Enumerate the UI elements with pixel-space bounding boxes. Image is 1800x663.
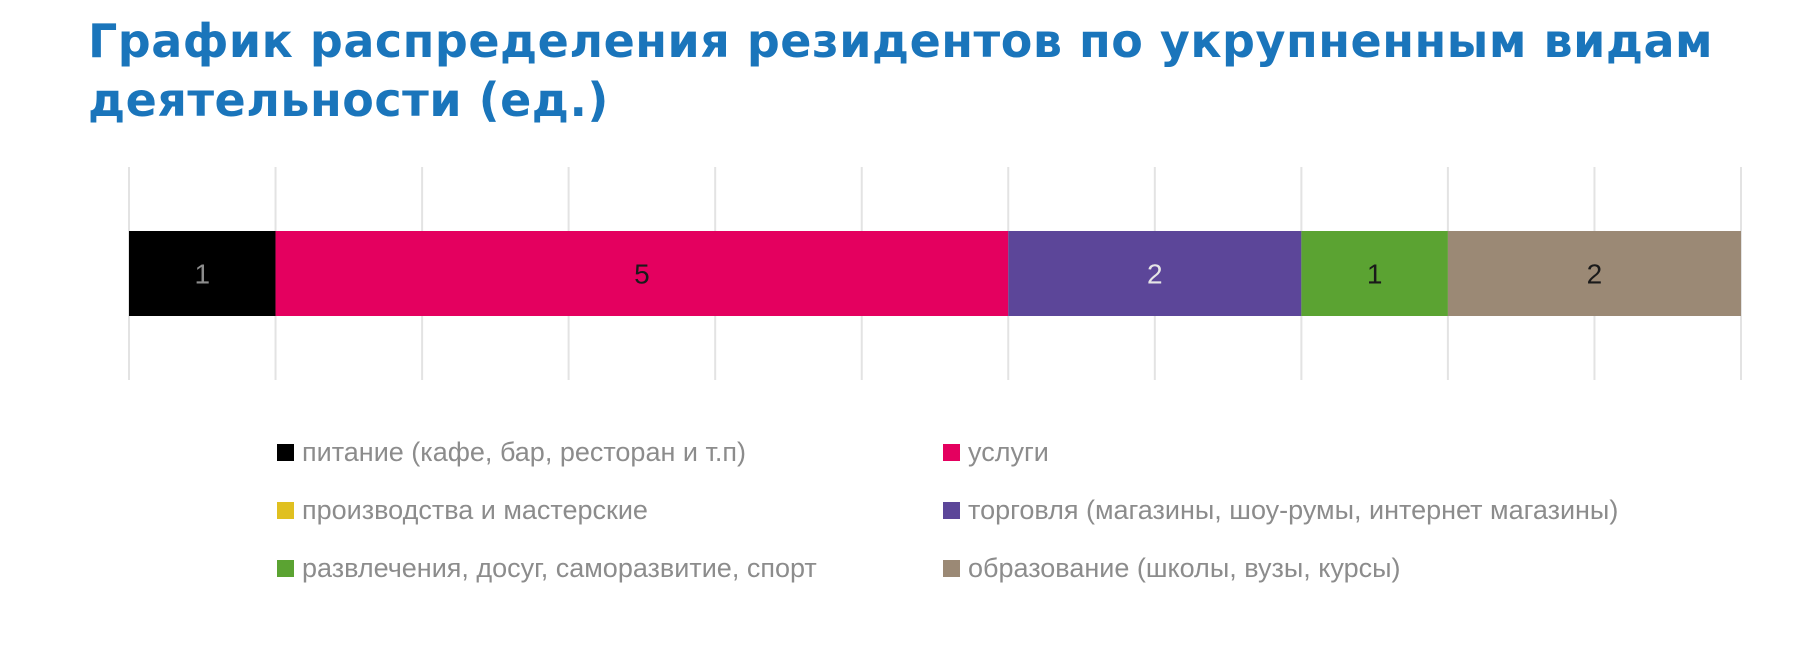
bar-segment-3 bbox=[1008, 231, 1302, 316]
legend-swatch bbox=[277, 502, 294, 519]
legend-item-5: образование (школы, вузы, курсы) bbox=[943, 553, 1401, 584]
bar-segment-0 bbox=[129, 231, 276, 316]
legend-item-0: питание (кафе, бар, ресторан и т.п) bbox=[277, 437, 746, 468]
bar-segments bbox=[129, 231, 1741, 316]
data-label-5: 2 bbox=[1587, 259, 1603, 290]
data-label-1: 5 bbox=[634, 259, 650, 290]
legend-label: услуги bbox=[968, 437, 1049, 467]
legend-item-3: торговля (магазины, шоу-румы, интернет м… bbox=[943, 495, 1618, 526]
data-label-3: 2 bbox=[1147, 259, 1163, 290]
legend-swatch bbox=[943, 502, 960, 519]
legend-item-4: развлечения, досуг, саморазвитие, спорт bbox=[277, 553, 817, 584]
legend-label: образование (школы, вузы, курсы) bbox=[968, 553, 1401, 583]
legend-item-2: производства и мастерские bbox=[277, 495, 648, 526]
data-label-4: 1 bbox=[1367, 259, 1383, 290]
legend-label: развлечения, досуг, саморазвитие, спорт bbox=[302, 553, 817, 583]
legend-swatch bbox=[943, 560, 960, 577]
legend-label: питание (кафе, бар, ресторан и т.п) bbox=[302, 437, 746, 467]
legend-swatch bbox=[277, 560, 294, 577]
legend-swatch bbox=[943, 444, 960, 461]
legend-label: производства и мастерские bbox=[302, 495, 648, 525]
bar-segment-1 bbox=[275, 231, 1009, 316]
legend-label: торговля (магазины, шоу-румы, интернет м… bbox=[968, 495, 1619, 525]
bar-segment-5 bbox=[1447, 231, 1741, 316]
data-label-0: 1 bbox=[194, 259, 210, 290]
legend-item-1: услуги bbox=[943, 437, 1049, 468]
chart-title: График распределения резидентов по укруп… bbox=[88, 14, 1714, 127]
data-labels: 1 5 2 1 2 bbox=[194, 259, 1602, 290]
legend: питание (кафе, бар, ресторан и т.п) услуг… bbox=[277, 437, 1677, 617]
legend-swatch bbox=[277, 444, 294, 461]
bar-segment-4 bbox=[1301, 231, 1448, 316]
